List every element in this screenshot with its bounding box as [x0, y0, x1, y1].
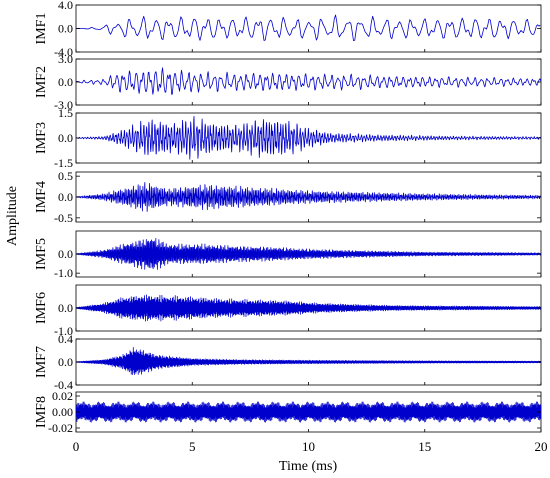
series-line-imf2	[75, 67, 542, 95]
y-tick-label: 0.5	[58, 169, 73, 183]
y-tick-label: -1.5	[54, 156, 73, 170]
panel-imf7: 0.4 0.0 -0.4 IMF7	[34, 332, 542, 392]
panel-label-imf4: IMF4	[34, 181, 49, 213]
y-tick-label: 0.0	[58, 75, 73, 89]
x-tick-label: 0	[73, 439, 80, 454]
panel-imf3: 1.5 0.0 -1.5 IMF3	[34, 106, 542, 170]
y-tick-label: -4.0	[54, 45, 73, 59]
panel-label-imf5: IMF5	[34, 238, 49, 270]
y-tick-label: 0.0	[58, 247, 73, 261]
panel-label-imf1: IMF1	[34, 13, 49, 45]
y-tick-label: 0.4	[58, 332, 73, 346]
series-line-imf6	[75, 294, 542, 322]
y-tick-label: 1.5	[58, 106, 73, 120]
panel-imf5: 0.0 -1.0 IMF5	[34, 230, 542, 280]
series-line-imf8	[75, 401, 542, 423]
panel-label-imf6: IMF6	[34, 292, 49, 324]
y-tick-label: -0.5	[54, 211, 73, 225]
series-line-imf7	[75, 347, 542, 375]
series-line-imf4	[75, 181, 542, 212]
series-line-imf5	[75, 238, 542, 270]
panel-imf4: 0.5 0.0 -0.5 IMF4	[34, 169, 542, 225]
y-tick-label: 0.0	[58, 131, 73, 145]
y-tick-label: 0.00	[52, 405, 73, 419]
panel-label-imf2: IMF2	[34, 66, 49, 98]
y-tick-label: -1.0	[54, 324, 73, 338]
x-tick-label: 15	[418, 439, 431, 454]
panel-imf2: 3.0 0.0 -3.0 IMF2	[34, 52, 542, 112]
y-tick-label: -0.4	[54, 378, 73, 392]
x-tick-label: 10	[302, 439, 315, 454]
y-tick-label: -0.02	[48, 421, 73, 435]
panel-label-imf7: IMF7	[34, 346, 49, 378]
series-line-imf3	[75, 116, 542, 160]
series-line-imf1	[75, 14, 541, 42]
y-tick-label: 0.0	[58, 355, 73, 369]
y-axis-label: Amplitude	[5, 186, 20, 246]
panel-label-imf3: IMF3	[34, 122, 49, 154]
y-tick-label: -3.0	[54, 98, 73, 112]
panel-imf6: 0.0 -1.0 IMF6	[34, 284, 542, 338]
y-tick-label: 0.0	[58, 22, 73, 36]
panel-label-imf8: IMF8	[34, 396, 49, 428]
y-tick-label: 0.0	[58, 301, 73, 315]
x-tick-label: 5	[189, 439, 196, 454]
x-axis-label: Time (ms)	[279, 459, 338, 474]
y-tick-label: 4.0	[58, 0, 73, 12]
x-tick-label: 20	[535, 439, 548, 454]
y-tick-label: -1.0	[54, 266, 73, 280]
y-tick-label: 0.0	[58, 190, 73, 204]
panel-frame	[75, 58, 542, 106]
y-tick-label: 0.02	[52, 389, 73, 403]
y-tick-label: 3.0	[58, 52, 73, 66]
panel-imf1: 4.0 0.0 -4.0 IMF1	[34, 0, 542, 59]
